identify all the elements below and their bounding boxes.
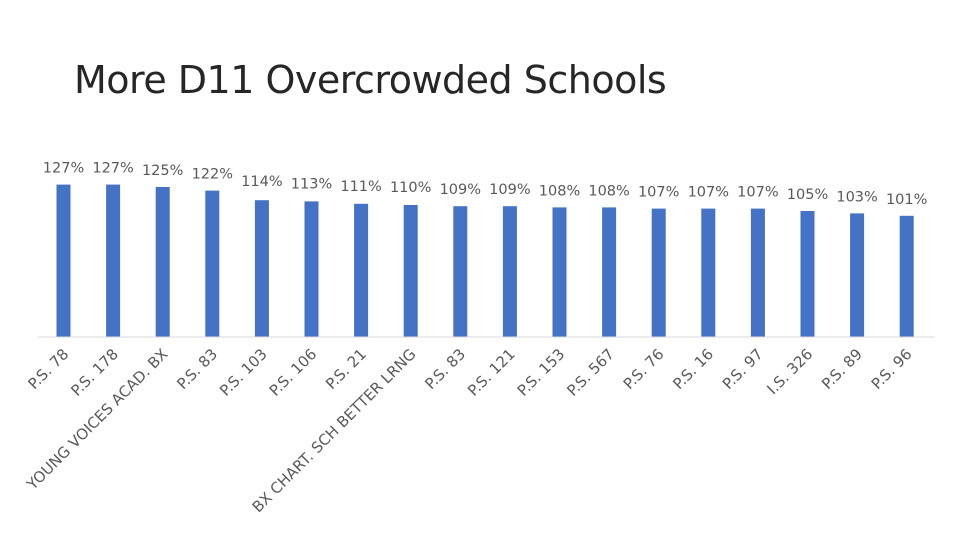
data-label: 101% [886, 192, 927, 208]
bar [106, 184, 121, 337]
data-label: 125% [142, 163, 183, 179]
category-label: P.S. 78 [25, 345, 73, 393]
data-label: 113% [291, 176, 332, 192]
bar [453, 206, 468, 337]
bar [850, 213, 865, 337]
bar [354, 203, 369, 337]
value-labels-group: 127% 127% 125% 122% 114% 113% 111% 110% 109% 109%… [43, 161, 928, 208]
category-label: P.S. 83 [421, 345, 469, 393]
category-label: P.S. 567 [563, 345, 618, 400]
category-label: P.S. 89 [818, 345, 866, 393]
data-label: 114% [241, 174, 282, 190]
category-label: P.S. 106 [266, 345, 321, 400]
bar [800, 211, 815, 337]
data-label: 122% [192, 167, 233, 183]
data-label: 127% [43, 161, 84, 177]
data-label: 109% [440, 182, 481, 198]
bar [304, 201, 319, 337]
data-label: 107% [638, 185, 679, 201]
category-label: P.S. 97 [719, 345, 767, 393]
category-label: P.S. 153 [514, 345, 569, 400]
data-label: 110% [390, 180, 431, 196]
category-label: P.S. 21 [322, 345, 370, 393]
category-label: P.S. 96 [868, 345, 916, 393]
page-title: More D11 Overcrowded Schools [74, 58, 667, 102]
bar [701, 208, 716, 337]
category-label: I.S. 326 [763, 345, 816, 398]
bar [502, 206, 517, 337]
bar [899, 215, 914, 337]
data-label: 107% [737, 185, 778, 201]
category-label: P.S. 76 [620, 345, 668, 393]
bars-group [56, 184, 914, 337]
category-label: P.S. 83 [173, 345, 221, 393]
bar [403, 205, 418, 337]
data-label: 127% [92, 161, 133, 177]
data-label: 107% [688, 185, 729, 201]
category-label: P.S. 16 [669, 345, 717, 393]
category-label: P.S. 103 [216, 345, 271, 400]
category-label: P.S. 121 [464, 345, 519, 400]
bar [254, 200, 269, 337]
data-label: 105% [787, 187, 828, 203]
data-label: 103% [836, 189, 877, 205]
data-label: 108% [539, 183, 580, 199]
data-label: 108% [588, 183, 629, 199]
bar [750, 208, 765, 337]
data-label: 109% [489, 182, 530, 198]
bar [602, 207, 617, 337]
bar [651, 208, 666, 337]
data-label: 111% [340, 179, 381, 195]
bar [56, 184, 71, 337]
bar [155, 187, 170, 337]
bar [552, 207, 567, 337]
bar [205, 190, 220, 337]
